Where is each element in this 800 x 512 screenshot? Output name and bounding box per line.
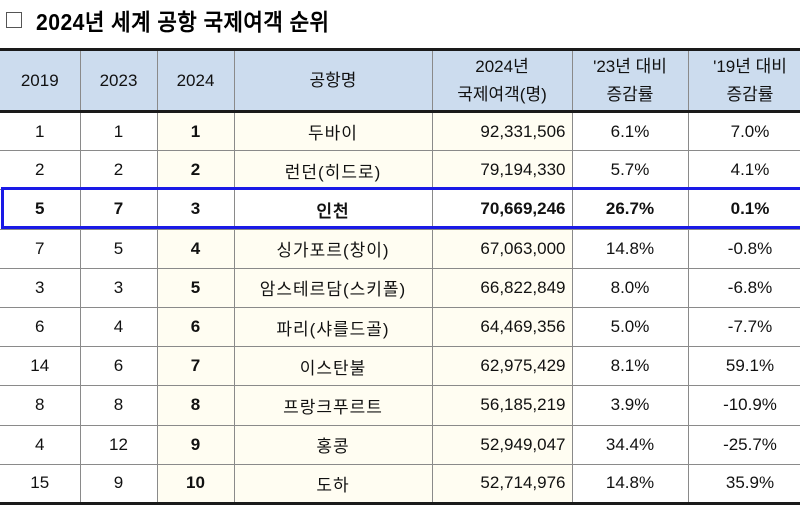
header-passengers-line1: 2024년 [475,56,529,76]
header-vs19-line2: 증감률 [726,84,774,104]
header-rank-2024: 2024 [156,48,235,113]
cell-rank-2023: 6 [79,346,158,387]
cell-passengers: 92,331,506 [431,111,573,152]
cell-rank-2019: 14 [0,346,81,387]
cell-airport: 런던(히드로) [233,150,433,191]
cell-vs19: -25.7% [687,425,800,465]
table-row: 3 3 5 암스테르담(스키폴) 66,822,849 8.0% -6.8% [0,268,800,308]
header-rank-2019: 2019 [0,48,81,113]
table-row: 15 9 10 도하 52,714,976 14.8% 35.9% [0,464,800,505]
cell-airport: 도하 [233,464,433,505]
cell-rank-2024: 8 [156,385,235,426]
cell-rank-2023: 9 [79,464,158,505]
cell-rank-2019: 3 [0,268,81,308]
cell-vs19: -6.8% [687,268,800,308]
header-vs23-line2: 증감률 [606,84,654,104]
table-row: 7 5 4 싱가포르(창이) 67,063,000 14.8% -0.8% [0,229,800,269]
cell-rank-2023: 4 [79,307,158,348]
cell-passengers: 56,185,219 [431,385,573,426]
cell-airport: 이스탄불 [233,346,433,387]
cell-vs23: 14.8% [571,464,689,505]
cell-rank-2019: 2 [0,150,81,191]
cell-rank-2024: 2 [156,150,235,191]
cell-rank-2023: 1 [79,111,158,152]
header-vs23: '23년 대비 증감률 [571,48,689,113]
table-row: 8 8 8 프랑크푸르트 56,185,219 3.9% -10.9% [0,385,800,426]
cell-rank-2023: 12 [79,425,158,465]
header-rank-2023: 2023 [79,48,158,113]
cell-rank-2023: 7 [79,189,158,230]
cell-rank-2023: 5 [79,229,158,269]
cell-rank-2024: 9 [156,425,235,465]
header-row: 2019 2023 2024 공항명 2024년 국제여객(명) '23년 대비… [0,48,800,113]
cell-vs23: 34.4% [571,425,689,465]
table-row: 4 12 9 홍콩 52,949,047 34.4% -25.7% [0,425,800,465]
cell-vs23: 26.7% [571,189,689,230]
header-passengers-line2: 국제여객(명) [457,84,547,104]
header-vs19-line1: '19년 대비 [713,56,787,76]
cell-vs23: 6.1% [571,111,689,152]
cell-vs23: 8.1% [571,346,689,387]
table-row: 14 6 7 이스탄불 62,975,429 8.1% 59.1% [0,346,800,387]
cell-rank-2019: 8 [0,385,81,426]
cell-airport: 두바이 [233,111,433,152]
cell-passengers: 62,975,429 [431,346,573,387]
cell-vs23: 8.0% [571,268,689,308]
cell-airport: 파리(샤를드골) [233,307,433,348]
cell-vs19: 4.1% [687,150,800,191]
cell-vs19: -7.7% [687,307,800,348]
cell-passengers: 79,194,330 [431,150,573,191]
page-title: 2024년 세계 공항 국제여객 순위 [6,4,355,36]
cell-vs19: -10.9% [687,385,800,426]
cell-rank-2019: 1 [0,111,81,152]
cell-airport: 프랑크푸르트 [233,385,433,426]
title-text: 2024년 세계 공항 국제여객 순위 [36,9,330,35]
cell-vs19: 0.1% [687,189,800,230]
cell-vs23: 5.7% [571,150,689,191]
cell-rank-2023: 2 [79,150,158,191]
header-vs23-line1: '23년 대비 [593,56,667,76]
cell-vs23: 3.9% [571,385,689,426]
cell-passengers: 66,822,849 [431,268,573,308]
cell-rank-2019: 6 [0,307,81,348]
cell-airport: 인천 [233,189,433,230]
cell-rank-2019: 15 [0,464,81,505]
cell-passengers: 70,669,246 [431,189,573,230]
table-row: 6 4 6 파리(샤를드골) 64,469,356 5.0% -7.7% [0,307,800,348]
cell-passengers: 52,714,976 [431,464,573,505]
cell-vs23: 14.8% [571,229,689,269]
cell-passengers: 52,949,047 [431,425,573,465]
cell-vs19: -0.8% [687,229,800,269]
cell-rank-2019: 4 [0,425,81,465]
cell-passengers: 67,063,000 [431,229,573,269]
cell-airport: 싱가포르(창이) [233,229,433,269]
table-row-highlighted: 5 7 3 인천 70,669,246 26.7% 0.1% [0,189,800,230]
cell-rank-2024: 1 [156,111,235,152]
table-row: 1 1 1 두바이 92,331,506 6.1% 7.0% [0,111,800,152]
cell-airport: 암스테르담(스키폴) [233,268,433,308]
airport-ranking-table: 2019 2023 2024 공항명 2024년 국제여객(명) '23년 대비… [0,48,800,505]
header-passengers: 2024년 국제여객(명) [431,48,573,113]
empty-square-icon [6,12,22,28]
cell-vs19: 35.9% [687,464,800,505]
cell-vs19: 59.1% [687,346,800,387]
cell-rank-2024: 4 [156,229,235,269]
header-vs19: '19년 대비 증감률 [687,48,800,113]
cell-rank-2023: 8 [79,385,158,426]
cell-rank-2023: 3 [79,268,158,308]
cell-rank-2024: 10 [156,464,235,505]
cell-rank-2019: 7 [0,229,81,269]
cell-rank-2024: 3 [156,189,235,230]
cell-rank-2024: 7 [156,346,235,387]
cell-vs23: 5.0% [571,307,689,348]
table-row: 2 2 2 런던(히드로) 79,194,330 5.7% 4.1% [0,150,800,191]
cell-rank-2024: 5 [156,268,235,308]
cell-vs19: 7.0% [687,111,800,152]
cell-passengers: 64,469,356 [431,307,573,348]
cell-rank-2019: 5 [0,189,81,230]
cell-airport: 홍콩 [233,425,433,465]
header-airport: 공항명 [233,48,433,113]
cell-rank-2024: 6 [156,307,235,348]
